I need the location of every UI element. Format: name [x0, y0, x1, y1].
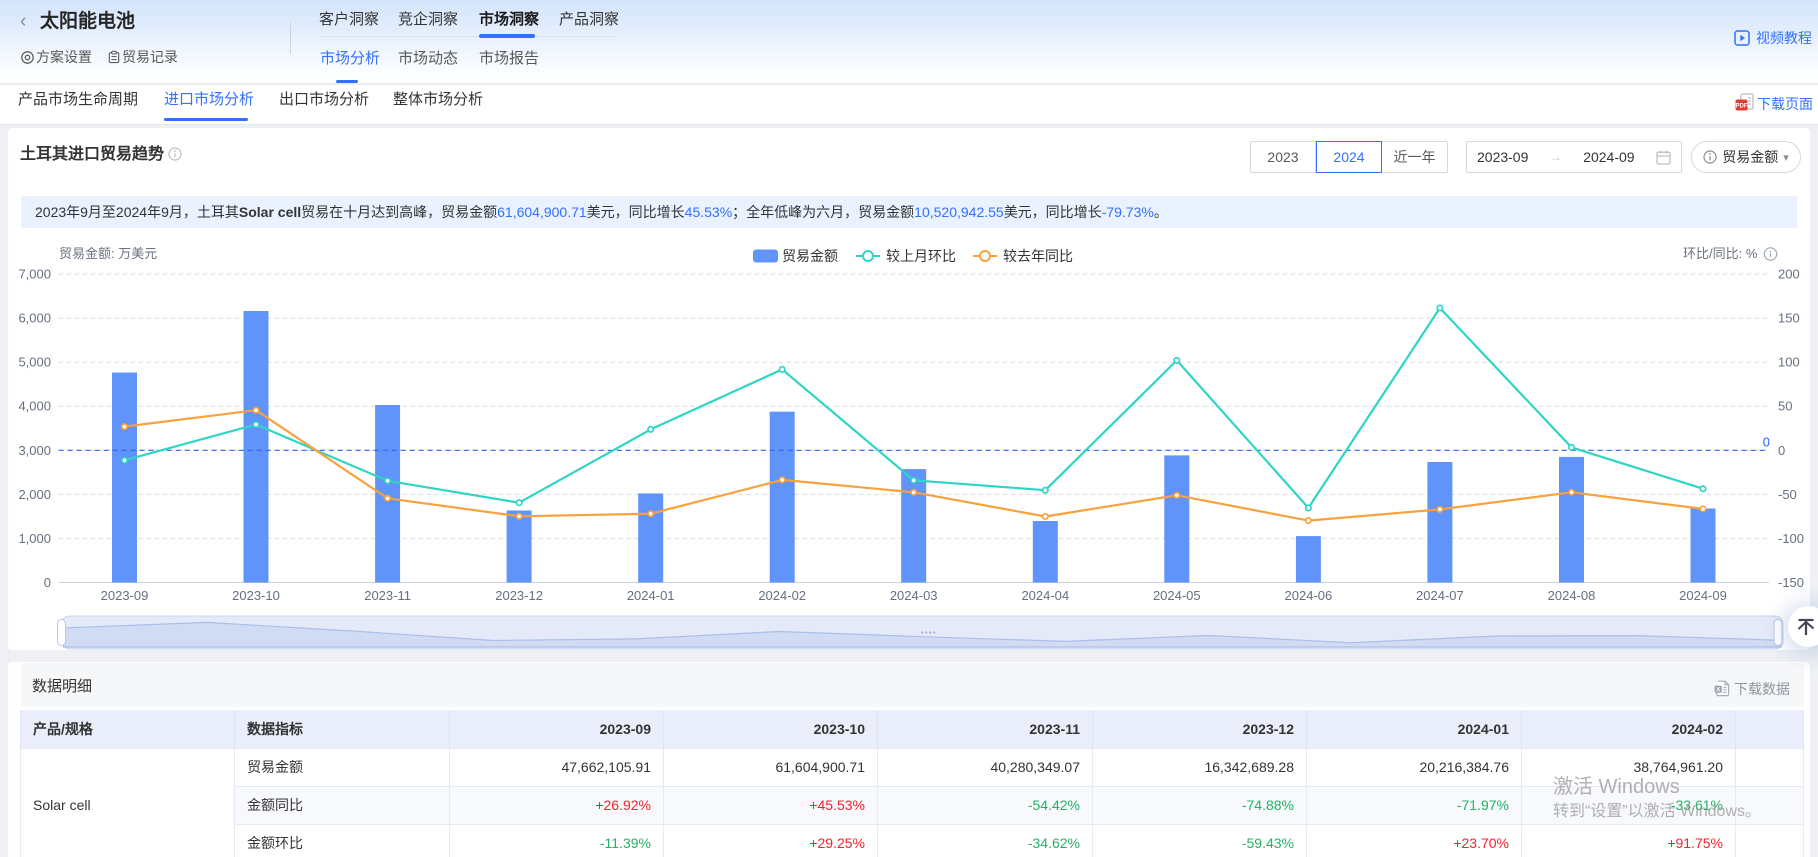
svg-text:贸易金额: 贸易金额: [782, 248, 838, 264]
svg-text:2024-05: 2024-05: [1153, 588, 1201, 603]
svg-text:较去年同比: 较去年同比: [1003, 248, 1073, 264]
svg-text:5,000: 5,000: [18, 355, 51, 370]
svg-text:100: 100: [1778, 355, 1800, 370]
svg-text:2024-03: 2024-03: [890, 588, 938, 603]
svg-text:2023-11: 2023-11: [364, 588, 411, 603]
svg-text:2024-07: 2024-07: [1416, 588, 1464, 603]
svg-text:2,000: 2,000: [18, 487, 51, 502]
svg-text:环比/同比: %: 环比/同比: %: [1683, 246, 1758, 261]
svg-text:-150: -150: [1778, 575, 1804, 590]
svg-text:X: X: [1716, 686, 1721, 693]
svg-text:50: 50: [1778, 399, 1792, 414]
svg-text:4,000: 4,000: [18, 399, 51, 414]
svg-text:2024-09: 2024-09: [1679, 588, 1727, 603]
svg-text:较上月环比: 较上月环比: [886, 248, 956, 264]
svg-text:2023-12: 2023-12: [495, 588, 543, 603]
svg-text:200: 200: [1778, 267, 1800, 282]
svg-text:PDF: PDF: [1736, 104, 1748, 110]
svg-text:2024-04: 2024-04: [1021, 588, 1069, 603]
svg-text:-100: -100: [1778, 531, 1804, 546]
svg-text:-50: -50: [1778, 487, 1797, 502]
svg-text:2024-08: 2024-08: [1548, 588, 1596, 603]
svg-text:0: 0: [44, 575, 51, 590]
svg-text:150: 150: [1778, 311, 1800, 326]
svg-text:2024-06: 2024-06: [1285, 588, 1333, 603]
svg-text:贸易金额: 万美元: 贸易金额: 万美元: [59, 246, 157, 261]
svg-text:0: 0: [1778, 443, 1785, 458]
svg-text:2023-09: 2023-09: [101, 588, 149, 603]
svg-text:7,000: 7,000: [18, 267, 51, 282]
svg-text:2024-02: 2024-02: [758, 588, 806, 603]
svg-text:2024-01: 2024-01: [627, 588, 675, 603]
svg-text:3,000: 3,000: [18, 443, 51, 458]
svg-text:0: 0: [1763, 434, 1770, 449]
svg-text:2023-10: 2023-10: [232, 588, 280, 603]
svg-text:6,000: 6,000: [18, 311, 51, 326]
svg-text:1,000: 1,000: [18, 531, 51, 546]
